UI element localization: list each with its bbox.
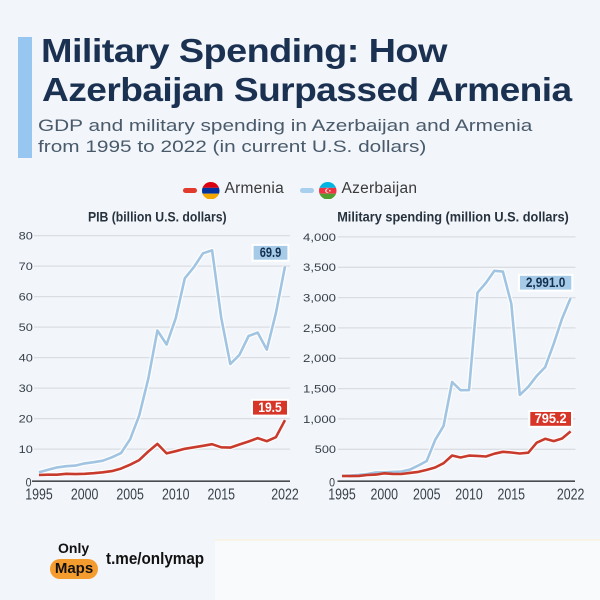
svg-text:40: 40 [19,353,33,365]
svg-text:20: 20 [19,414,33,426]
svg-text:Military spending (million U.S: Military spending (million U.S. dollars) [337,209,569,225]
svg-text:69.9: 69.9 [260,244,282,260]
svg-text:3,500: 3,500 [303,262,336,274]
svg-text:60: 60 [19,292,33,304]
svg-text:0: 0 [329,475,335,489]
svg-text:4,000: 4,000 [303,232,336,244]
svg-text:1,500: 1,500 [303,384,336,396]
svg-text:3,000: 3,000 [303,293,336,305]
svg-text:1995: 1995 [25,487,53,504]
svg-text:2000: 2000 [71,487,99,504]
svg-text:2015: 2015 [498,487,526,504]
svg-text:2022: 2022 [271,487,299,504]
svg-text:30: 30 [19,383,33,395]
svg-text:19.5: 19.5 [258,399,282,415]
svg-text:0: 0 [26,475,32,489]
svg-text:10: 10 [19,444,33,456]
svg-text:2022: 2022 [557,487,585,504]
svg-text:50: 50 [19,322,33,334]
svg-text:2,500: 2,500 [303,323,336,335]
svg-text:PIB (billion U.S. dollars): PIB (billion U.S. dollars) [88,209,227,225]
svg-text:70: 70 [19,261,33,273]
svg-text:80: 80 [19,231,33,243]
svg-text:2,000: 2,000 [303,353,336,365]
svg-text:2005: 2005 [413,487,441,504]
svg-text:2,991.0: 2,991.0 [526,274,566,290]
svg-text:2015: 2015 [207,487,235,504]
svg-text:2010: 2010 [455,487,483,504]
svg-text:1995: 1995 [328,487,356,504]
svg-text:2010: 2010 [162,487,190,504]
svg-text:500: 500 [315,444,336,456]
svg-text:2000: 2000 [371,487,399,504]
svg-text:795.2: 795.2 [535,410,567,426]
svg-text:2005: 2005 [116,487,144,504]
svg-text:1,000: 1,000 [303,414,336,426]
